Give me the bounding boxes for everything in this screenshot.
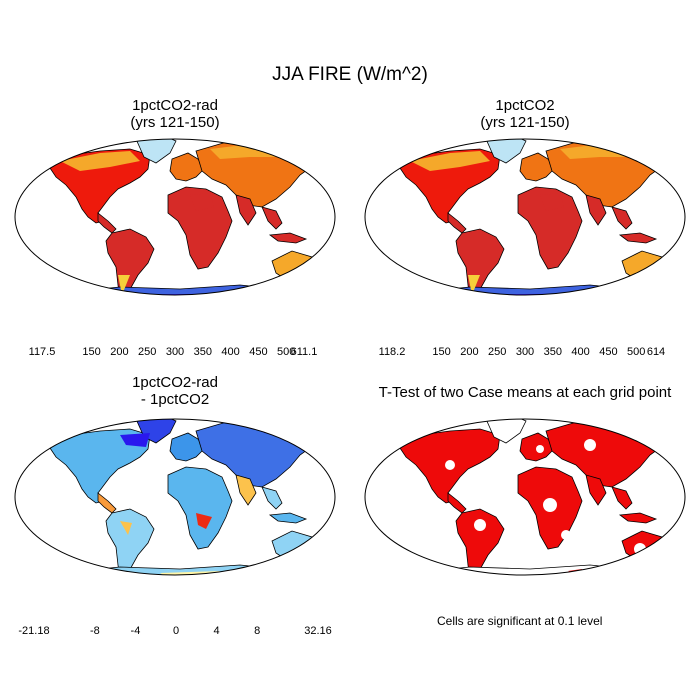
colorbar-tick-label: 450 xyxy=(599,346,618,358)
colorbar-tick-label: 118.2 xyxy=(378,346,406,358)
panel-3-title: 1pctCO2-rad - 1pctCO2 xyxy=(75,374,275,408)
continent-indonesia xyxy=(268,512,308,524)
pos-antarctica xyxy=(160,571,220,575)
panel-2-title: 1pctCO2 (yrs 121-150) xyxy=(425,97,625,131)
map-1pctco2-rad xyxy=(14,138,336,296)
continent-europe xyxy=(519,152,555,182)
pos-africa xyxy=(196,513,212,529)
map-border xyxy=(14,138,336,296)
colorbar-tick-label: 200 xyxy=(110,346,129,358)
band-north-america xyxy=(410,151,490,171)
panel-3-title-line2: - 1pctCO2 xyxy=(140,391,210,408)
colorbar-tick-label: 300 xyxy=(165,346,185,358)
colorbar-tick-label: 350 xyxy=(193,346,212,358)
continent-greenland xyxy=(485,139,527,164)
insignificant-cell xyxy=(445,460,455,470)
continent-africa xyxy=(167,186,233,270)
panel-4-title-line1: T-Test of two Case means at each grid po… xyxy=(378,384,672,401)
continent-indonesia xyxy=(268,232,308,244)
colorbar-tick-label: 350 xyxy=(543,346,562,358)
continent-africa xyxy=(167,466,233,550)
continent-seAsia xyxy=(611,206,633,230)
colorbar-tick-label: 4 xyxy=(213,625,220,637)
colorbar-tick-label: 614 xyxy=(646,346,666,358)
colorbar-tick-label: 500 xyxy=(627,346,646,358)
panel-2-title-line2: (yrs 121-150) xyxy=(480,114,570,131)
continent-greenland xyxy=(485,419,527,444)
colorbar-tick-label: 32.16 xyxy=(304,625,332,637)
hot-sahara xyxy=(190,193,214,211)
panel-1-title-line2: (yrs 121-150) xyxy=(130,114,220,131)
colorbar-tick-label: -8 xyxy=(89,625,100,637)
colorbar-tick-label: 150 xyxy=(82,346,101,358)
continent-india xyxy=(585,194,607,226)
map-border xyxy=(364,418,686,576)
continent-india xyxy=(585,474,607,506)
neg-canada xyxy=(120,433,150,447)
colorbar-tick-label: 400 xyxy=(221,346,240,358)
map-ttest xyxy=(364,418,686,576)
insignificant-cell xyxy=(561,530,571,540)
panel-1-title-line1: 1pctCO2-rad xyxy=(132,97,218,114)
colorbar-tick-label: 300 xyxy=(515,346,535,358)
insignificant-cell xyxy=(584,439,596,451)
insignificant-cell xyxy=(474,519,486,531)
colorbar-tick-label: 150 xyxy=(432,346,451,358)
colorbar-tick-label: 611.1 xyxy=(290,346,318,358)
figure-title: JJA FIRE (W/m^2) xyxy=(272,64,428,85)
continent-seAsia xyxy=(261,486,283,510)
colorbar-2 xyxy=(386,324,664,344)
panel-2-title-line1: 1pctCO2 xyxy=(495,97,555,114)
insignificant-cell xyxy=(543,498,557,512)
continent-seAsia xyxy=(611,486,633,510)
panel-1-title: 1pctCO2-rad (yrs 121-150) xyxy=(75,97,275,131)
continent-indonesia xyxy=(618,512,658,524)
continent-india xyxy=(235,474,257,506)
continent-seAsia xyxy=(261,206,283,230)
continent-indonesia xyxy=(618,232,658,244)
colorbar-tick-label: 250 xyxy=(488,346,507,358)
colorbar-tick-label: 200 xyxy=(460,346,479,358)
pos-amazon xyxy=(120,521,132,535)
continent-greenland xyxy=(135,139,177,164)
colorbar-tick-label: 8 xyxy=(254,625,261,637)
colorbar-tick-label: 450 xyxy=(249,346,268,358)
panel-4-title: T-Test of two Case means at each grid po… xyxy=(350,384,700,401)
continent-india xyxy=(235,194,257,226)
continent-europe xyxy=(169,432,205,462)
colorbar-tick-label: 400 xyxy=(571,346,590,358)
colorbar-tick-label: 250 xyxy=(138,346,157,358)
colorbar-1 xyxy=(36,324,314,344)
map-1pctco2 xyxy=(364,138,686,296)
significance-note: Cells are significant at 0.1 level xyxy=(437,614,603,628)
continent-africa xyxy=(517,186,583,270)
insignificant-cell xyxy=(536,445,544,453)
band-north-america xyxy=(60,151,140,171)
colorbar-tick-label: -21.18 xyxy=(18,625,50,637)
colorbar-tick-label: 117.5 xyxy=(28,346,56,358)
map-border xyxy=(364,138,686,296)
colorbar-tick-label: 0 xyxy=(172,625,180,637)
panel-3-title-line1: 1pctCO2-rad xyxy=(132,374,218,391)
map-difference xyxy=(14,418,336,576)
colorbar-tick-label: -4 xyxy=(130,625,141,637)
colorbar-3 xyxy=(34,603,318,623)
hot-sahara xyxy=(540,193,564,211)
continent-europe xyxy=(169,152,205,182)
continent-northAmerica xyxy=(47,428,151,504)
colorbar-tick-label: 500 xyxy=(277,346,296,358)
map-border xyxy=(14,418,336,576)
